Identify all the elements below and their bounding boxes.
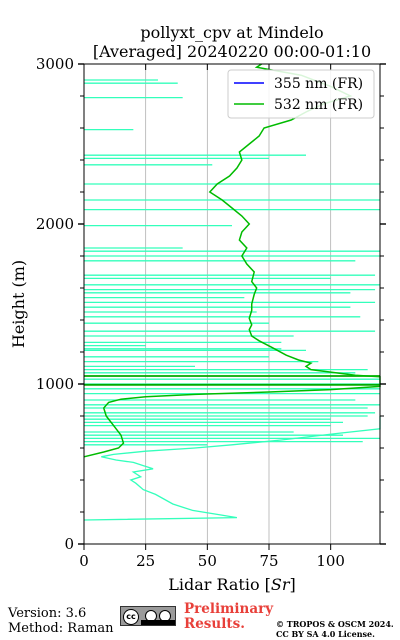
x-tick-label-100: 100 xyxy=(316,552,345,570)
version-label: Version: 3.6 xyxy=(8,606,87,621)
lidar-ratio-chart: pollyxt_cpv at Mindelo [Averaged] 202402… xyxy=(9,23,386,594)
plot-area xyxy=(83,63,381,521)
legend: 355 nm (FR) 532 nm (FR) xyxy=(227,69,375,119)
legend-box xyxy=(227,69,375,119)
x-tick-label-0: 0 xyxy=(79,552,89,570)
y-axis-label: Height (m) xyxy=(9,260,28,348)
legend-label-355: 355 nm (FR) xyxy=(274,76,363,92)
grid xyxy=(145,64,332,544)
cc-license-icon: cc xyxy=(120,606,176,626)
copyright-line2: CC BY SA 4.0 License. xyxy=(276,628,375,639)
y-tick-label-2000: 2000 xyxy=(36,215,74,233)
y-tick-label-0: 0 xyxy=(64,535,74,553)
plot-frame xyxy=(83,63,381,545)
y-tick-label-3000: 3000 xyxy=(36,55,74,73)
chart-title-line2: [Averaged] 20240220 00:00-01:10 xyxy=(93,42,371,61)
x-tick-label-50: 50 xyxy=(198,552,217,570)
legend-label-532: 532 nm (FR) xyxy=(274,97,363,113)
y-tick-label-1000: 1000 xyxy=(36,375,74,393)
copyright-line1: © TROPOS & OSCM 2024. xyxy=(276,619,394,629)
x-axis-label: Lidar Ratio [Sr] xyxy=(168,575,296,594)
x-tick-label-25: 25 xyxy=(136,552,155,570)
series-line-1 xyxy=(83,63,381,458)
chart-title-line1: pollyxt_cpv at Mindelo xyxy=(140,23,323,42)
copyright-notice: © TROPOS & OSCM 2024. CC BY SA 4.0 Licen… xyxy=(276,619,394,639)
method-label: Method: Raman xyxy=(8,621,114,636)
x-tick-label-75: 75 xyxy=(259,552,278,570)
overlay-profile-line xyxy=(83,416,381,521)
preliminary-results-label: Preliminary Results. xyxy=(184,601,274,632)
